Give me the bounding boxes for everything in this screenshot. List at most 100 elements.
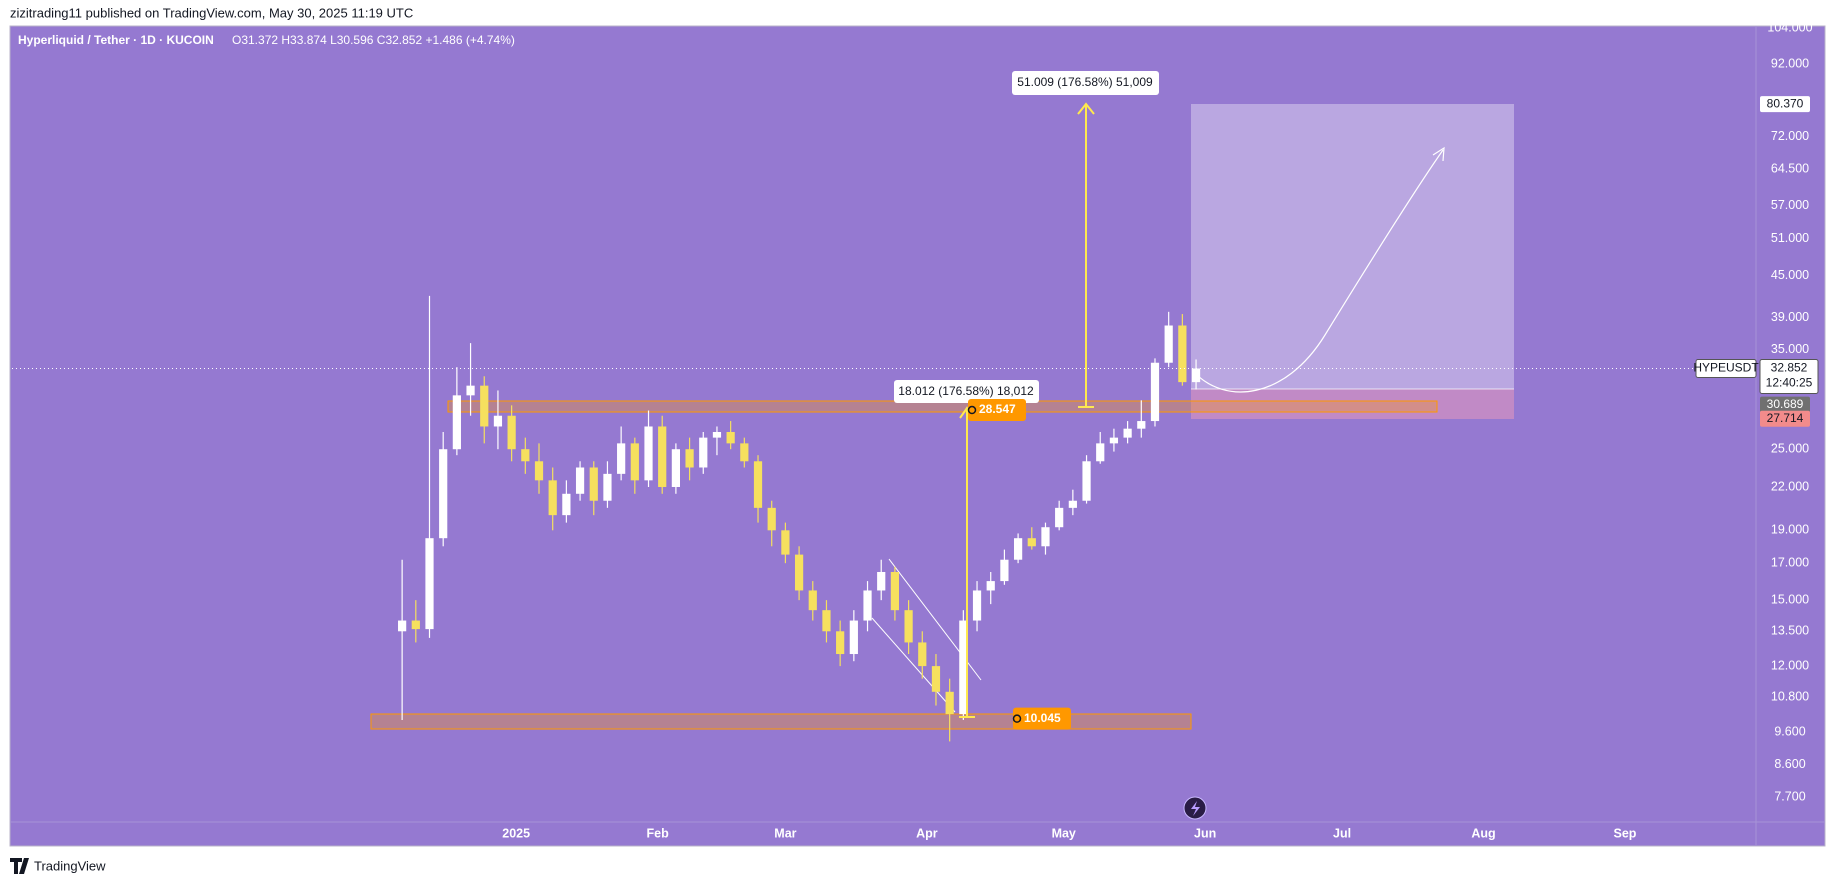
candle-body [1068,500,1077,508]
zone-point [967,405,977,415]
candles [12,295,1755,742]
candle-body [1178,325,1187,383]
candle-body [1164,325,1173,363]
candle-body [1096,443,1105,462]
candle-body [1137,421,1146,429]
y-tick-label: 9.600 [1774,724,1805,738]
chart-panel [9,25,1826,847]
symbol-box [1695,359,1757,379]
price-label-box [1760,410,1810,427]
projection-curve [1193,149,1444,393]
candle-body [521,449,530,462]
y-tick-label: 25.000 [1771,442,1809,456]
candle-body [863,590,872,621]
candle-body [753,461,763,508]
candle-body [1191,368,1201,383]
candle-body [726,431,735,444]
candle-body [425,538,434,630]
candle-body [740,443,749,462]
candle-body [1055,507,1064,528]
candle-body [712,431,722,438]
candle-body [685,449,694,468]
x-tick-label: Feb [647,826,670,840]
candle-body [452,395,461,450]
candle-body [658,426,667,487]
price-label-box [1760,396,1810,413]
x-tick-label: Sep [1613,826,1636,840]
y-tick-label: 64.500 [1771,161,1809,175]
price-label: 30.689 [1767,397,1804,411]
x-tick-label: Apr [916,826,938,840]
last-price-label: 32.852 [1771,361,1808,375]
candle-body [1082,461,1091,501]
candle-body [480,385,489,427]
measure-head [1077,102,1095,115]
candle-body [877,571,886,591]
candle-body [890,571,900,611]
y-tick-label: 72.000 [1771,129,1809,143]
y-tick-label: 22.000 [1771,479,1809,493]
measure-label-box [1012,71,1159,95]
candle-body [411,620,420,630]
candle-body [562,493,571,516]
candle-body [617,443,626,474]
x-tick-label: May [1052,826,1076,840]
footer-logo [10,858,29,874]
footer-brand: TradingView [34,858,106,873]
labels: 104.000 92.000 72.000 64.500 57.000 51.000 45.… [502,20,1819,840]
candle-body [439,449,448,539]
candle-body [986,581,995,591]
candle-body [1150,362,1160,422]
candle-body [603,473,612,501]
publisher: zizitrading11 published on TradingView.c… [10,5,413,20]
chart-title: Hyperliquid / Tether · 1D · KUCOIN [18,33,214,47]
x-tick-label: Mar [774,826,796,840]
y-tick-label: 10.800 [1771,690,1809,704]
candle-body [534,461,544,481]
y-tick-label: 19.000 [1771,523,1809,537]
candle-body [671,449,680,487]
candle-body [959,620,968,715]
symbol-label: HYPEUSDT [1693,361,1759,375]
wedge-line [871,617,956,713]
stop-box [1191,389,1514,419]
y-tick-label: 15.000 [1771,592,1809,606]
zone-tag-box [968,399,1026,422]
candle-body [767,507,776,531]
y-tick-label: 39.000 [1771,310,1809,324]
ohlc-values: O31.372 H33.874 L30.596 C32.852 +1.486 (… [232,33,515,47]
candle-body [945,691,954,715]
candle-body [507,415,516,450]
zone-tag: 10.045 [1024,711,1061,725]
y-tick-label: 51.000 [1771,231,1809,245]
candle-body [794,554,804,591]
candle-body [1041,527,1050,547]
measure-label: 18.012 (176.58%) 18,012 [898,384,1034,398]
candle-body [1000,559,1009,582]
price-label-box [1760,96,1810,113]
y-tick-label: 57.000 [1771,198,1809,212]
candle-body [644,426,653,481]
zone-tag-box [1013,707,1071,730]
candle-body [630,443,639,481]
y-tick-label: 45.000 [1771,268,1809,282]
candle-body [849,620,858,655]
zone-point [1012,714,1022,723]
price-label: 80.370 [1767,96,1804,110]
countdown-label: 12:40:25 [1766,376,1813,390]
candle-body [808,590,817,611]
candle-body [1109,437,1119,444]
candle-body [575,467,585,494]
price-label: 27.714 [1767,411,1804,425]
y-tick-label: 8.600 [1774,757,1805,771]
candle-body [589,467,598,501]
x-tick-label: Jun [1194,826,1216,840]
candle-body [1013,538,1023,560]
projection-head [1432,146,1445,162]
y-tick-label: 17.000 [1771,555,1809,569]
event-icon-bolt [1191,801,1200,816]
candle-body [918,642,927,667]
y-tick-label: 7.700 [1774,789,1805,803]
